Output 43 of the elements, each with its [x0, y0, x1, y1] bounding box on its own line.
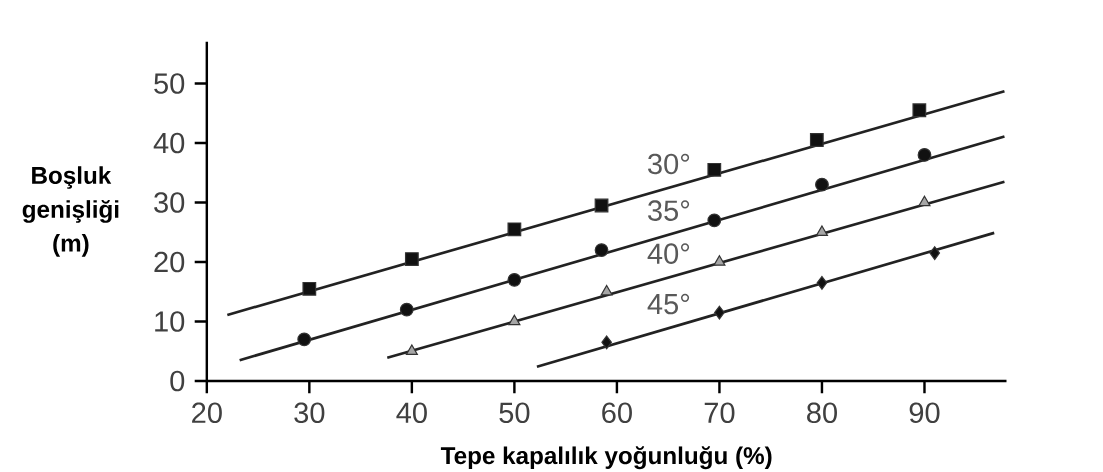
point	[707, 213, 722, 228]
series-label: 35°	[648, 200, 690, 221]
y-tick-label: 40	[153, 132, 185, 154]
point	[707, 162, 722, 177]
x-tick-label: 70	[704, 402, 735, 424]
point	[816, 275, 828, 290]
y-tick-label: 20	[154, 251, 185, 273]
point	[399, 302, 414, 317]
point	[714, 305, 725, 320]
point	[508, 314, 521, 326]
x-tick-label: 80	[807, 402, 837, 424]
point	[809, 133, 824, 147]
point	[507, 222, 522, 237]
y-axis-title: Boşluk genişliği (m)	[22, 166, 119, 257]
point	[918, 195, 931, 207]
y-tick-label: 10	[155, 311, 185, 332]
point	[929, 246, 941, 260]
point	[507, 272, 522, 287]
point	[815, 225, 829, 237]
series-label: 45°	[647, 293, 690, 315]
x-tick-label: 50	[499, 402, 530, 424]
x-tick-label: 20	[192, 402, 222, 424]
point	[302, 281, 317, 296]
x-tick-label: 40	[396, 402, 427, 424]
series-label: 30°	[648, 153, 690, 175]
point	[912, 103, 927, 118]
point	[601, 335, 612, 350]
point	[713, 255, 726, 266]
point	[405, 344, 418, 356]
point	[917, 147, 932, 162]
point	[404, 252, 419, 266]
y-tick-label: 0	[170, 370, 185, 392]
series-label: 40°	[647, 243, 690, 264]
x-tick-label: 30	[294, 402, 325, 424]
x-tick-label: 60	[602, 402, 632, 424]
x-tick-label: 90	[909, 402, 940, 424]
point	[297, 332, 312, 347]
point	[600, 284, 613, 296]
point	[815, 177, 829, 192]
point	[594, 243, 609, 258]
y-tick-label: 30	[154, 192, 185, 213]
y-tick-label: 50	[154, 73, 185, 94]
x-axis-title: Tepe kapalılık yoğunluğu (%)	[440, 446, 772, 470]
